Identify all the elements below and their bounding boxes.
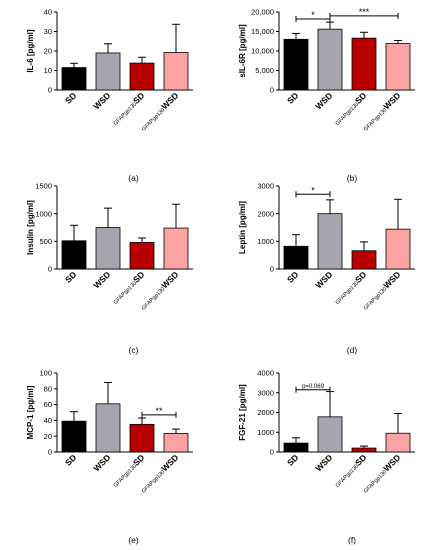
y-tick-label: 20,000 <box>251 8 274 17</box>
bar <box>317 213 343 270</box>
y-tick-label: 100 <box>39 369 52 378</box>
x-tick-label: WSD <box>91 90 112 111</box>
bar <box>283 442 309 453</box>
x-tick-label: GFAPgp130SD <box>332 452 369 489</box>
chart-panel: 0 20 40 60 80 100 MCP-1 [pg/ml] ** SD WSDGFAPgp13… <box>26 369 193 545</box>
chart-panel: 0 1000 2000 3000 Leptin [pg/ml] * SD WSDGFAPgp1… <box>238 182 415 355</box>
bar <box>351 447 377 453</box>
y-tick-label: 2000 <box>257 408 274 417</box>
panel-letter: (c) <box>129 345 139 355</box>
y-tick-label: 4000 <box>257 369 274 378</box>
bar <box>95 52 121 91</box>
x-tick-label: GFAPgp130SD <box>110 452 147 489</box>
y-tick-label: 500 <box>39 237 52 246</box>
bar <box>317 28 343 91</box>
x-tick-label: SD <box>63 90 78 105</box>
y-tick-label: 10,000 <box>251 47 274 56</box>
bar <box>95 227 121 270</box>
y-axis-label: Insulin [pg/ml] <box>26 200 35 255</box>
bar <box>95 403 121 453</box>
y-tick-label: 80 <box>44 384 52 393</box>
bar <box>61 420 87 453</box>
significance-label: p=0.069 <box>302 384 325 390</box>
y-tick-label: 1500 <box>35 182 52 191</box>
y-tick-label: 0 <box>48 86 52 95</box>
significance-label: ** <box>155 406 163 416</box>
y-tick-label: 20 <box>44 432 52 441</box>
y-tick-label: 3000 <box>257 388 274 397</box>
significance-label: *** <box>359 7 370 17</box>
significance-label: * <box>311 185 315 195</box>
y-tick-label: 1000 <box>257 237 274 246</box>
bar <box>61 240 87 270</box>
bar <box>163 52 189 91</box>
y-tick-label: 10 <box>44 66 52 75</box>
x-tick-label: SD <box>285 90 300 105</box>
y-tick-label: 60 <box>44 400 52 409</box>
y-axis-label: Leptin [pg/ml] <box>238 201 247 254</box>
bar <box>163 433 189 453</box>
chart-panel: 0 1000 2000 3000 4000 FGF-21 [pg/ml] p=0.069 SD… <box>238 369 415 545</box>
y-tick-label: 1000 <box>257 428 274 437</box>
bar <box>129 423 155 453</box>
panel-letter: (b) <box>347 173 358 183</box>
bar <box>385 228 411 270</box>
x-tick-label: WSD <box>313 90 334 111</box>
bar <box>129 242 155 270</box>
y-axis-label: IL-6 [pg/ml] <box>26 29 35 72</box>
bar <box>129 62 155 91</box>
bar <box>163 227 189 270</box>
bar <box>283 245 309 270</box>
panel-letter: (a) <box>128 173 139 183</box>
x-tick-label: SD <box>285 269 300 284</box>
y-tick-label: 0 <box>48 448 52 457</box>
bar <box>351 37 377 91</box>
bar <box>283 38 309 91</box>
x-tick-label: GFAPgp130SD <box>332 269 369 306</box>
x-tick-label: SD <box>63 269 78 284</box>
panel-letter: (d) <box>347 345 358 355</box>
y-tick-label: 2000 <box>257 209 274 218</box>
y-tick-label: 0 <box>270 86 274 95</box>
x-tick-label: GFAPgp130SD <box>332 90 369 127</box>
significance-label: * <box>311 10 315 20</box>
y-tick-label: 0 <box>270 448 274 457</box>
y-tick-label: 40 <box>44 416 52 425</box>
bar <box>385 43 411 91</box>
y-tick-label: 30 <box>44 27 52 36</box>
bar <box>317 416 343 453</box>
x-tick-label: WSD <box>91 269 112 290</box>
x-tick-label: WSD <box>313 452 334 473</box>
y-tick-label: 20 <box>44 47 52 56</box>
x-tick-label: WSD <box>313 269 334 290</box>
y-tick-label: 1000 <box>35 209 52 218</box>
bar <box>351 250 377 270</box>
x-tick-label: SD <box>63 452 78 467</box>
y-axis-label: FGF-21 [pg/ml] <box>238 384 247 441</box>
panel-letter: (e) <box>128 535 139 545</box>
y-tick-label: 40 <box>44 8 52 17</box>
bar <box>61 67 87 91</box>
y-tick-label: 15,000 <box>251 27 274 36</box>
x-tick-label: SD <box>285 452 300 467</box>
y-tick-label: 0 <box>270 265 274 274</box>
x-tick-label: GFAPgp130SD <box>110 90 147 127</box>
bar <box>385 432 411 453</box>
y-tick-label: 3000 <box>257 182 274 191</box>
y-tick-label: 5,000 <box>255 66 274 75</box>
y-axis-label: MCP-1 [pg/ml] <box>26 385 35 439</box>
y-axis-label: sIL-6R [pg/ml] <box>238 24 247 78</box>
panel-letter: (f) <box>348 535 356 545</box>
x-tick-label: WSD <box>91 452 112 473</box>
y-tick-label: 0 <box>48 265 52 274</box>
x-tick-label: GFAPgp130SD <box>110 269 147 306</box>
